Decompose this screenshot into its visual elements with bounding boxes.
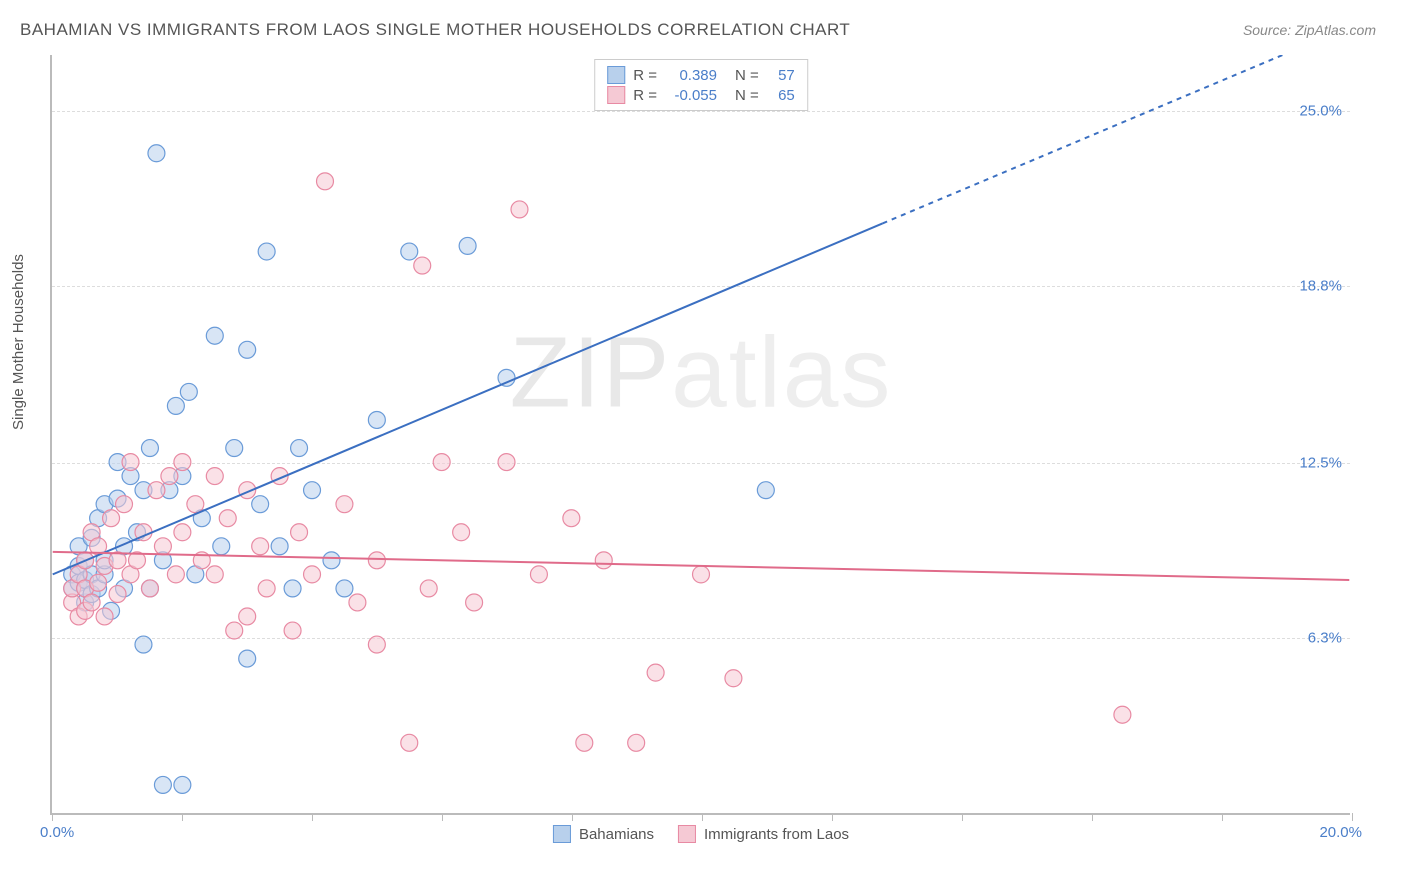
x-tick (572, 813, 573, 821)
x-tick (1092, 813, 1093, 821)
r-label: R = (633, 87, 657, 104)
swatch-blue-icon (553, 825, 571, 843)
x-axis-min-label: 0.0% (40, 824, 74, 841)
swatch-pink-icon (607, 86, 625, 104)
x-tick (832, 813, 833, 821)
y-axis-label: Single Mother Households (10, 254, 27, 430)
r-value: -0.055 (665, 87, 717, 104)
chart-plot-area: ZIPatlas R = 0.389 N = 57 R = -0.055 N =… (50, 55, 1350, 815)
n-value: 65 (767, 87, 795, 104)
legend-row-series2: R = -0.055 N = 65 (607, 85, 795, 105)
x-tick (1352, 813, 1353, 821)
n-value: 57 (767, 67, 795, 84)
x-tick (1222, 813, 1223, 821)
legend-label: Bahamians (579, 826, 654, 843)
n-label: N = (735, 87, 759, 104)
x-tick (312, 813, 313, 821)
legend-item-bahamians: Bahamians (553, 825, 654, 843)
r-label: R = (633, 67, 657, 84)
correlation-legend: R = 0.389 N = 57 R = -0.055 N = 65 (594, 59, 808, 111)
x-tick (52, 813, 53, 821)
source-attribution: Source: ZipAtlas.com (1243, 22, 1376, 38)
x-tick (182, 813, 183, 821)
r-value: 0.389 (665, 67, 717, 84)
series-legend: Bahamians Immigrants from Laos (553, 825, 849, 843)
n-label: N = (735, 67, 759, 84)
x-axis-max-label: 20.0% (1319, 824, 1362, 841)
swatch-blue-icon (607, 66, 625, 84)
scatter-svg (52, 55, 1350, 813)
x-tick (442, 813, 443, 821)
legend-item-laos: Immigrants from Laos (678, 825, 849, 843)
legend-label: Immigrants from Laos (704, 826, 849, 843)
x-tick (702, 813, 703, 821)
legend-row-series1: R = 0.389 N = 57 (607, 65, 795, 85)
chart-title: BAHAMIAN VS IMMIGRANTS FROM LAOS SINGLE … (20, 20, 850, 40)
x-tick (962, 813, 963, 821)
swatch-pink-icon (678, 825, 696, 843)
